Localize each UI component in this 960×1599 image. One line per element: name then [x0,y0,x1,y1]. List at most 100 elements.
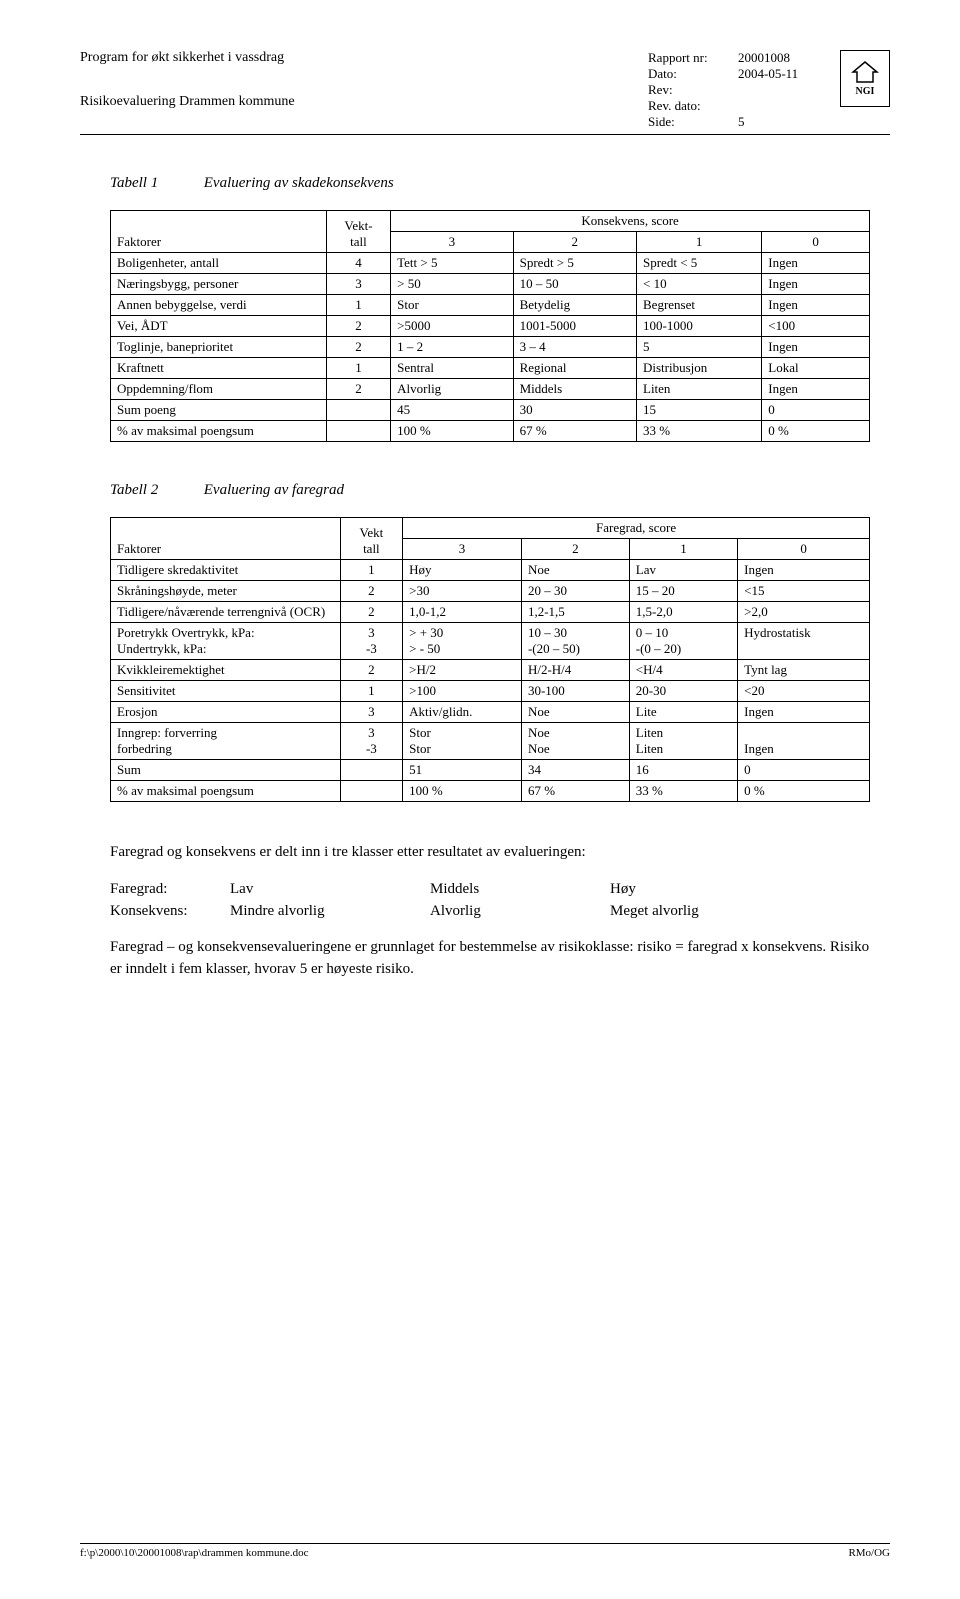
body-p2: Faregrad – og konsekvensevalueringene er… [110,937,870,981]
table-cell: Skråningshøyde, meter [111,581,341,602]
table-cell: 30-100 [521,681,629,702]
table-cell: Kraftnett [111,358,327,379]
table-cell: 2 [326,379,390,400]
ngi-logo: NGI [840,50,890,107]
table-cell: 100-1000 [637,316,762,337]
body-p1: Faregrad og konsekvens er delt inn i tre… [110,842,870,864]
l1b: Lav [230,879,430,901]
table2-head-vekt: Vekt tall [340,518,403,560]
table-cell: Begrenset [637,295,762,316]
table-cell: Stor [391,295,513,316]
table-cell: 0 % [762,421,870,442]
table-cell: Liten [637,379,762,400]
table-cell: Stor Stor [403,723,522,760]
table-cell: Noe [521,702,629,723]
revdato-label: Rev. dato: [648,98,738,114]
table-cell: Sentral [391,358,513,379]
table-cell: 20-30 [629,681,737,702]
table-cell: 1 – 2 [391,337,513,358]
table-cell: Ingen [762,253,870,274]
table-cell: 45 [391,400,513,421]
l1d: Høy [610,879,810,901]
table-cell: Spredt < 5 [637,253,762,274]
table-cell: Hydrostatisk [738,623,870,660]
table-cell: 67 % [513,421,636,442]
rev-label: Rev: [648,82,738,98]
table-cell [340,760,403,781]
table-cell: Vei, ÅDT [111,316,327,337]
rev-value [738,82,828,98]
table-cell: 3 -3 [340,623,403,660]
table-row: % av maksimal poengsum100 %67 %33 %0 % [111,781,870,802]
table-row: Inngrep: forverring forbedring3 -3Stor S… [111,723,870,760]
table1-head-vekt: Vekt- tall [326,211,390,253]
table-cell: > + 30 > - 50 [403,623,522,660]
table-row: % av maksimal poengsum100 %67 %33 %0 % [111,421,870,442]
table-cell: % av maksimal poengsum [111,781,341,802]
table-cell: > 50 [391,274,513,295]
table-cell: % av maksimal poengsum [111,421,327,442]
table-row: Tidligere/nåværende terrengnivå (OCR)21,… [111,602,870,623]
table-row: Sum5134160 [111,760,870,781]
table-cell: Distribusjon [637,358,762,379]
table-cell: 4 [326,253,390,274]
table-cell: >H/2 [403,660,522,681]
table-cell: 2 [326,337,390,358]
table2-caption-num: Tabell 2 [110,482,200,499]
table-cell: Spredt > 5 [513,253,636,274]
body-line-faregrad: Faregrad: Lav Middels Høy [110,879,870,901]
table-cell: 10 – 50 [513,274,636,295]
table-cell: 34 [521,760,629,781]
table-cell: 3 [340,702,403,723]
table-cell: 1 [326,358,390,379]
table-cell: Sensitivitet [111,681,341,702]
table-cell: Tett > 5 [391,253,513,274]
table-cell [326,421,390,442]
table-cell: H/2-H/4 [521,660,629,681]
table-cell: 100 % [391,421,513,442]
header-subtitle: Risikoevaluering Drammen kommune [80,94,648,110]
table-cell: 0 % [738,781,870,802]
side-value: 5 [738,114,828,130]
body-line-konsekvens: Konsekvens: Mindre alvorlig Alvorlig Meg… [110,901,870,923]
table1: Faktorer Vekt- tall Konsekvens, score 3 … [110,210,870,442]
dato-label: Dato: [648,66,738,82]
table-row: Poretrykk Overtrykk, kPa: Undertrykk, kP… [111,623,870,660]
table-cell: Sum poeng [111,400,327,421]
table-cell: Annen bebyggelse, verdi [111,295,327,316]
table-cell: Inngrep: forverring forbedring [111,723,341,760]
logo-text: NGI [856,86,875,97]
table-cell: 2 [326,316,390,337]
table-cell: Noe Noe [521,723,629,760]
table-cell: < 10 [637,274,762,295]
table-cell: 1 [326,295,390,316]
header-left: Program for økt sikkerhet i vassdrag Ris… [80,50,648,130]
table-cell: <100 [762,316,870,337]
l1c: Middels [430,879,610,901]
table-cell: Kvikkleiremektighet [111,660,341,681]
table-row: Erosjon3Aktiv/glidn.NoeLiteIngen [111,702,870,723]
table2: Faktorer Vekt tall Faregrad, score 3 2 1… [110,517,870,802]
table2-caption-text: Evaluering av faregrad [204,482,344,498]
body-text: Faregrad og konsekvens er delt inn i tre… [110,842,870,981]
table-cell: Tynt lag [738,660,870,681]
table-row: Næringsbygg, personer3> 5010 – 50< 10Ing… [111,274,870,295]
table1-head-0: 0 [762,232,870,253]
table-cell: 2 [340,602,403,623]
table2-head-1: 1 [629,539,737,560]
table2-head-2: 2 [521,539,629,560]
table-cell: Sum [111,760,341,781]
table-cell: Aktiv/glidn. [403,702,522,723]
table-cell: Poretrykk Overtrykk, kPa: Undertrykk, kP… [111,623,341,660]
table-row: Kraftnett1SentralRegionalDistribusjonLok… [111,358,870,379]
table2-caption: Tabell 2 Evaluering av faregrad [110,482,890,499]
table2-head-0: 0 [738,539,870,560]
table-cell: Høy [403,560,522,581]
table-cell [326,400,390,421]
table-cell: 33 % [629,781,737,802]
table1-head-3: 3 [391,232,513,253]
table-row: Sensitivitet1>10030-10020-30<20 [111,681,870,702]
table-cell: Ingen [762,274,870,295]
table-cell: Alvorlig [391,379,513,400]
table-cell: Boligenheter, antall [111,253,327,274]
